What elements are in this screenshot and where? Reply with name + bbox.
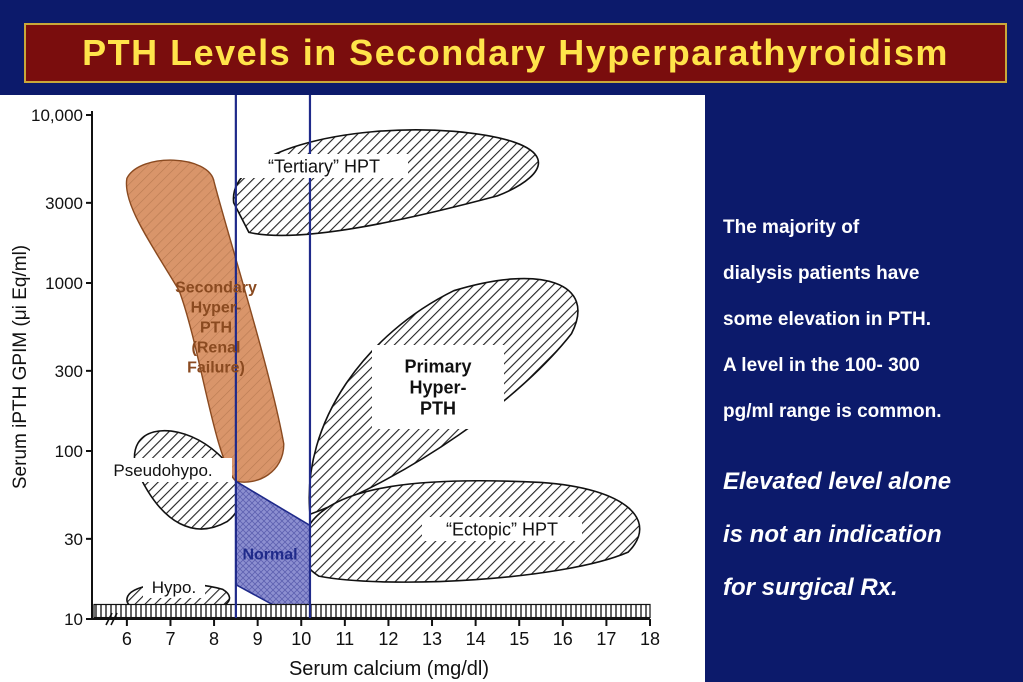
secondary-label-text: PTH xyxy=(200,320,232,337)
tertiary-label: “Tertiary” HPT xyxy=(240,154,408,178)
detection-floor-band xyxy=(93,603,651,619)
note-line-2: dialysis patients have xyxy=(723,263,920,284)
x-tick-label: 18 xyxy=(640,629,660,649)
x-tick-label: 10 xyxy=(291,629,311,649)
y-tick-label: 1000 xyxy=(45,274,83,293)
hypo-label-text: Hypo. xyxy=(152,578,196,597)
x-tick-label: 14 xyxy=(466,629,486,649)
y-tick-label: 30 xyxy=(64,530,83,549)
primary-label-backdrop xyxy=(372,345,504,429)
tertiary-hpt-region xyxy=(232,129,540,237)
y-tick-label: 10 xyxy=(64,610,83,629)
secondary-label-text: Failure) xyxy=(187,360,245,377)
pth-calcium-chart: 10,000 3000 1000 300 100 30 10 6 7 8 9 10 11 12 13 14 15… xyxy=(10,95,660,680)
tertiary-label-backdrop xyxy=(240,154,408,178)
secondary-label: Secondary Hyper- PTH (Renal Failure) xyxy=(175,280,257,377)
primary-label-text: Hyper- xyxy=(409,377,466,397)
secondary-label-text: (Renal xyxy=(192,340,241,357)
tertiary-label-text: “Tertiary” HPT xyxy=(268,156,380,176)
y-tick-label: 300 xyxy=(55,362,83,381)
x-tick-label: 13 xyxy=(422,629,442,649)
x-tick-label: 8 xyxy=(209,629,219,649)
ectopic-label-text: “Ectopic” HPT xyxy=(446,519,558,539)
hypo-label-backdrop xyxy=(143,576,205,598)
x-tick-label: 6 xyxy=(122,629,132,649)
x-tick-label: 12 xyxy=(378,629,398,649)
x-tick-label: 11 xyxy=(336,629,355,649)
secondary-label-text: Hyper- xyxy=(191,300,242,317)
x-tick-label: 7 xyxy=(165,629,175,649)
emphasis-line-3: for surgical Rx. xyxy=(723,574,898,601)
x-tick-label: 17 xyxy=(596,629,616,649)
note-line-4: A level in the 100- 300 xyxy=(723,355,920,376)
majority-note: The majority of dialysis patients have som… xyxy=(723,205,1023,435)
axis-break-mark xyxy=(105,612,118,626)
title-banner: PTH Levels in Secondary Hyperparathyroid… xyxy=(24,23,1007,83)
note-line-5: pg/ml range is common. xyxy=(723,401,942,422)
secondary-hpt-region xyxy=(125,159,285,483)
secondary-label-text: Secondary xyxy=(175,280,257,297)
y-tick-label: 3000 xyxy=(45,194,83,213)
slide-title: PTH Levels in Secondary Hyperparathyroid… xyxy=(82,32,949,73)
pseudohypo-label: Pseudohypo. xyxy=(94,458,232,482)
note-line-1: The majority of xyxy=(723,217,860,238)
normal-label: Normal xyxy=(242,547,297,564)
y-axis-title: Serum iPTH GPIM (μi Eq/ml) xyxy=(10,245,31,489)
x-tick-label: 15 xyxy=(509,629,529,649)
emphasis-line-1: Elevated level alone xyxy=(723,468,952,495)
hypo-label: Hypo. xyxy=(143,576,205,598)
x-axis-title: Serum calcium (mg/dl) xyxy=(289,658,489,680)
note-line-3: some elevation in PTH. xyxy=(723,309,931,330)
ectopic-label-backdrop xyxy=(422,517,582,541)
x-tick-label: 16 xyxy=(553,629,573,649)
y-tick-label: 10,000 xyxy=(31,106,83,125)
pseudohypo-label-text: Pseudohypo. xyxy=(113,461,212,480)
ectopic-label: “Ectopic” HPT xyxy=(422,517,582,541)
pseudohypo-label-backdrop xyxy=(94,458,232,482)
x-tick-label: 9 xyxy=(253,629,263,649)
primary-label-text: PTH xyxy=(420,398,456,418)
chart-panel: 10,000 3000 1000 300 100 30 10 6 7 8 9 10 11 12 13 14 15… xyxy=(0,95,705,682)
primary-label-text: Primary xyxy=(404,356,471,376)
normal-label-text: Normal xyxy=(242,547,297,564)
side-commentary: The majority of dialysis patients have som… xyxy=(723,205,1023,614)
y-tick-label: 100 xyxy=(55,442,83,461)
surgery-warning: Elevated level alone is not an indication… xyxy=(723,455,1023,614)
emphasis-line-2: is not an indication xyxy=(723,521,942,548)
